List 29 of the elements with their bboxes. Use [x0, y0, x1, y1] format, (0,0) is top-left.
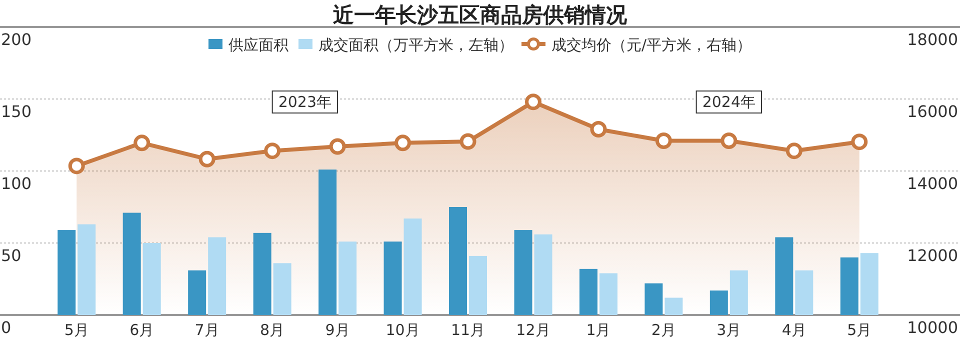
x-tick-label: 2月 [651, 321, 676, 339]
x-tick-label: 10月 [386, 321, 420, 339]
y2-tick-label: 16000 [907, 102, 958, 121]
x-tick-label: 7月 [194, 321, 220, 339]
x-tick-label: 3月 [716, 321, 742, 339]
y2-tick-label: 14000 [907, 174, 958, 193]
annotation: 2024年 [702, 93, 756, 111]
y-tick-label: 100 [1, 174, 32, 193]
chart-title: 近一年长沙五区商品房供销情况 [332, 3, 628, 27]
x-tick-label: 5月 [847, 321, 872, 339]
x-tick-label: 4月 [782, 321, 806, 339]
legend-label: 供应面积 [228, 36, 288, 54]
y-tick-label: 0 [1, 318, 12, 337]
x-tick-label: 12月 [516, 321, 550, 339]
x-tick-label: 5月 [64, 321, 89, 339]
x-tick-label: 8月 [260, 321, 285, 339]
x-tick-label: 9月 [325, 321, 350, 339]
y2-tick-label: 12000 [907, 246, 958, 265]
y-tick-label: 50 [1, 246, 22, 265]
x-tick-label: 6月 [130, 321, 154, 339]
y-tick-label: 200 [1, 30, 32, 49]
legend-label: 成交面积（万平方米，左轴） [318, 36, 514, 54]
x-tick-label: 11月 [450, 321, 486, 339]
y2-tick-label: 10000 [907, 318, 958, 337]
x-tick-label: 1月 [586, 321, 611, 339]
legend-label: 成交均价（元/平方米，右轴） [551, 36, 752, 54]
y-tick-label: 150 [1, 102, 32, 121]
annotation: 2023年 [278, 93, 332, 111]
y2-tick-label: 18000 [907, 30, 958, 49]
